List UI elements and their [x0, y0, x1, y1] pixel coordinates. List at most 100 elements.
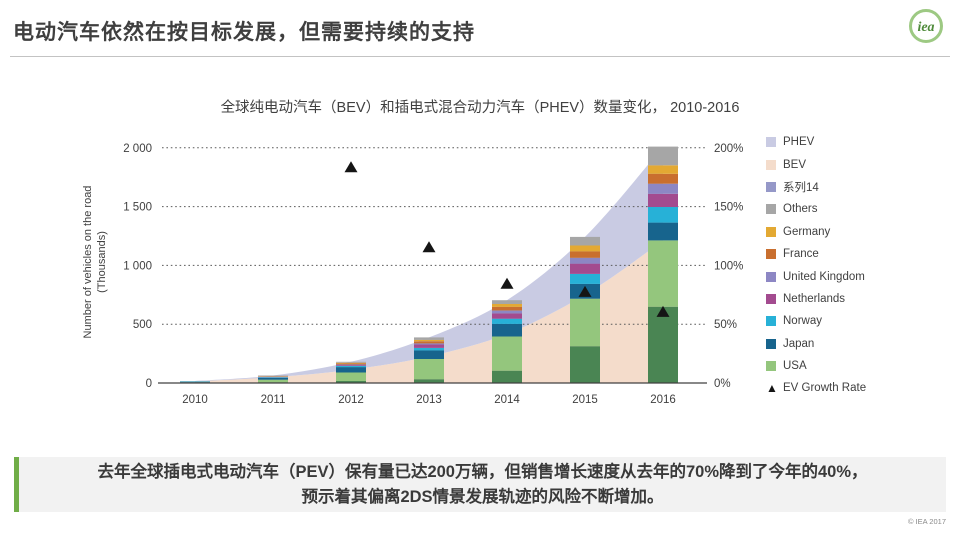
copyright: © IEA 2017: [907, 517, 946, 526]
bar-segment-series14-2016: [648, 306, 678, 383]
bar-segment-japan-2014: [492, 323, 522, 337]
legend-swatch-icon: [766, 249, 776, 260]
x-tick-2015: 2015: [572, 394, 598, 406]
bar-segment-netherlands-2016: [648, 193, 678, 207]
growth-marker-2013: [422, 241, 436, 253]
growth-marker-2012: [344, 161, 358, 173]
bar-segment-usa-2011: [258, 379, 288, 383]
bar-segment-norway-2016: [648, 207, 678, 223]
bar-segment-norway-2015: [570, 274, 600, 284]
bar-segment-germany-2013: [414, 339, 444, 342]
legend-label: EV Growth Rate: [783, 382, 867, 395]
x-tick-2014: 2014: [494, 394, 520, 406]
legend-label: PHEV: [783, 136, 815, 149]
legend-label: Others: [783, 203, 818, 216]
x-tick-2016: 2016: [650, 394, 676, 406]
legend-item-germany: Germany: [766, 221, 866, 243]
legend-label: United Kingdom: [783, 270, 865, 283]
key-message-box: 去年全球插电式电动汽车（PEV）保有量已达200万辆，但销售增长速度从去年的70…: [14, 457, 946, 512]
legend-item-ev-growth-rate: ▲ EV Growth Rate: [766, 377, 866, 399]
bar-segment-netherlands-2013: [414, 344, 444, 348]
y-right-tick-100: 100%: [714, 260, 743, 272]
legend-swatch-icon: [766, 226, 776, 237]
iea-logo-text: iea: [917, 20, 935, 35]
iea-logo-icon: iea: [909, 9, 943, 43]
area-phev: [195, 146, 663, 382]
bar-segment-japan-2011: [258, 377, 288, 380]
legend-item-phev: PHEV: [766, 131, 866, 153]
x-tick-2011: 2011: [261, 394, 286, 406]
bar-segment-united-kingdom-2012: [336, 364, 366, 366]
legend-label: Norway: [783, 315, 822, 328]
y-right-tick-150: 150%: [714, 202, 743, 214]
bar-segment-united-kingdom-2014: [492, 310, 522, 314]
bar-segment-norway-2011: [258, 377, 288, 378]
bar-segment-france-2015: [570, 251, 600, 258]
legend-label: BEV: [783, 158, 807, 171]
bar-segment-japan-2016: [648, 222, 678, 241]
legend-swatch-icon: [766, 204, 776, 215]
legend-label: Germany: [783, 225, 831, 238]
legend-swatch-icon: [766, 137, 776, 148]
legend-swatch-icon: [766, 361, 776, 372]
bar-segment-united-kingdom-2013: [414, 343, 444, 345]
bar-segment-germany-2016: [648, 165, 678, 174]
legend-swatch-icon: [766, 338, 776, 349]
y-left-tick-1500: 1 500: [123, 202, 152, 214]
growth-marker-2014: [500, 277, 514, 289]
legend-label: 系列14: [783, 181, 819, 194]
legend-label: Netherlands: [783, 292, 846, 305]
legend-item-united-kingdom: United Kingdom: [766, 265, 866, 287]
y-left-tick-500: 500: [133, 319, 152, 331]
legend-item-series14: 系列14: [766, 176, 866, 198]
bar-segment-others-2011: [258, 375, 288, 377]
bar-segment-germany-2012: [336, 362, 366, 364]
area-bev: [195, 240, 663, 383]
legend-item-france: France: [766, 243, 866, 265]
bar-segment-series14-2012: [336, 381, 366, 383]
bar-segment-united-kingdom-2015: [570, 257, 600, 264]
growth-marker-2015: [578, 285, 592, 297]
bar-segment-usa-2015: [570, 298, 600, 347]
bar-segment-series14-2014: [492, 370, 522, 383]
y-right-tick-0: 0%: [714, 378, 731, 390]
title-divider: [10, 56, 950, 57]
bar-segment-netherlands-2012: [336, 365, 366, 366]
chart-legend: PHEV BEV 系列14 Others Germany France United Kin…: [766, 131, 866, 400]
x-tick-2010: 2010: [182, 394, 208, 406]
bar-segment-netherlands-2014: [492, 313, 522, 319]
legend-label: USA: [783, 360, 807, 373]
legend-swatch-icon: [766, 181, 776, 192]
bar-segment-series14-2015: [570, 346, 600, 383]
bar-segment-usa-2016: [648, 240, 678, 307]
x-tick-2012: 2012: [338, 394, 364, 406]
key-message-line2: 预示着其偏离2DS情景发展轨迹的风险不断增加。: [301, 487, 664, 506]
legend-item-japan: Japan: [766, 333, 866, 355]
bar-segment-france-2012: [336, 363, 366, 365]
bar-segment-norway-2010: [180, 381, 210, 382]
legend-swatch-icon: [766, 159, 776, 170]
y-left-tick-1000: 1 000: [123, 260, 152, 272]
bar-segment-netherlands-2015: [570, 263, 600, 274]
legend-label: France: [783, 248, 819, 261]
growth-marker-2016: [656, 305, 670, 317]
y-left-tick-0: 0: [146, 378, 152, 390]
bar-segment-united-kingdom-2016: [648, 183, 678, 194]
key-message-line1: 去年全球插电式电动汽车（PEV）保有量已达200万辆，但销售增长速度从去年的70…: [97, 462, 868, 481]
bar-segment-japan-2013: [414, 350, 444, 359]
legend-swatch-icon: [766, 293, 776, 304]
bar-segment-japan-2012: [336, 367, 366, 373]
y-right-tick-200: 200%: [714, 143, 743, 155]
x-tick-2013: 2013: [416, 394, 442, 406]
bar-segment-france-2013: [414, 341, 444, 344]
legend-item-norway: Norway: [766, 310, 866, 332]
legend-swatch-icon: [766, 271, 776, 282]
bar-segment-usa-2012: [336, 372, 366, 381]
legend-item-netherlands: Netherlands: [766, 288, 866, 310]
bar-segment-france-2014: [492, 306, 522, 311]
y-left-tick-2000: 2 000: [123, 143, 152, 155]
legend-swatch-icon: [766, 316, 776, 327]
bar-segment-norway-2014: [492, 318, 522, 324]
